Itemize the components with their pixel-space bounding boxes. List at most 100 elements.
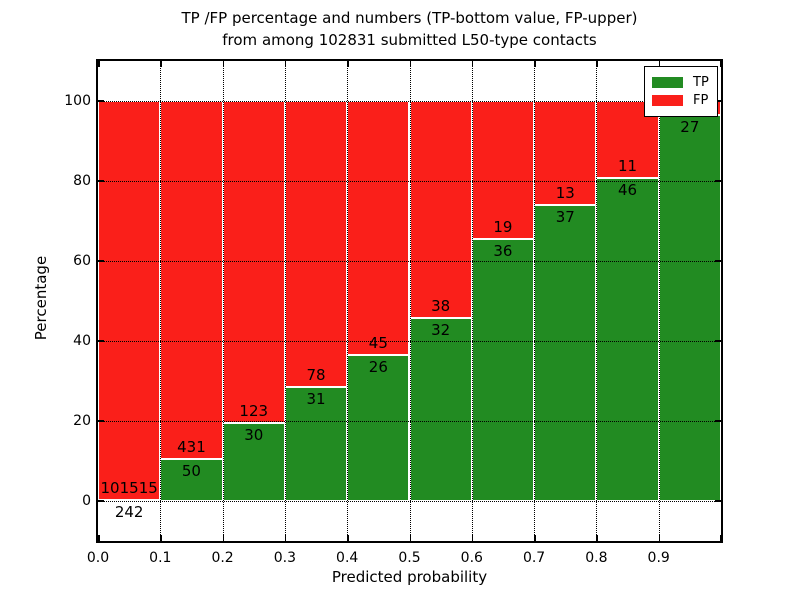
x-tick-label: 0.4 (336, 550, 359, 566)
v-gridline (222, 61, 224, 541)
x-tick-mark (719, 61, 721, 67)
tp-bar-segment (596, 178, 659, 501)
x-tick-mark (409, 61, 411, 67)
y-tick-label: 60 (73, 253, 91, 269)
v-gridline (596, 61, 598, 541)
legend-entry-fp: FP (652, 93, 709, 108)
tp-count-label: 32 (431, 321, 451, 340)
tp-count-label: 27 (680, 118, 700, 137)
fp-count-label: 13 (555, 184, 575, 202)
x-tick-mark (534, 61, 536, 67)
fp-bar-segment (284, 101, 348, 388)
x-tick-label: 0.7 (522, 550, 546, 566)
x-tick-mark (658, 61, 661, 67)
legend: TP FP (644, 66, 718, 117)
tp-bar-segment (409, 318, 472, 501)
fp-count-label: 431 (177, 438, 206, 457)
fp-count-label: 38 (431, 297, 451, 316)
x-tick-mark (347, 61, 349, 67)
x-tick-label: 0.1 (149, 550, 172, 566)
x-tick-mark (409, 535, 411, 541)
chart-title-line2: from among 102831 submitted L50-type con… (222, 31, 597, 49)
chart-title: TP /FP percentage and numbers (TP-bottom… (96, 7, 723, 51)
x-tick-mark (222, 61, 225, 67)
v-gridline (347, 61, 349, 541)
y-tick-mark (715, 260, 721, 262)
fp-bar-segment (98, 101, 161, 501)
fp-count-label: 45 (368, 333, 388, 352)
y-tick-mark (98, 420, 104, 422)
y-tick-mark (715, 180, 721, 182)
y-tick-label: 80 (73, 173, 91, 189)
x-tick-label: 0.5 (398, 550, 421, 566)
y-tick-mark (98, 260, 104, 262)
x-tick-label: 0.9 (647, 550, 670, 566)
v-gridline (658, 61, 660, 541)
y-tick-label: 100 (64, 93, 91, 109)
x-tick-label: 0.2 (211, 550, 234, 566)
y-tick-label: 40 (73, 333, 91, 349)
tp-count-label: 30 (244, 425, 264, 444)
x-tick-mark (284, 61, 287, 67)
v-gridline (409, 61, 411, 541)
tp-count-label: 31 (306, 390, 326, 409)
tp-bar-segment (658, 115, 721, 501)
fp-count-label: 123 (239, 401, 269, 420)
x-tick-label: 0.6 (460, 550, 483, 566)
v-gridline (534, 61, 536, 541)
y-tick-label: 0 (82, 493, 91, 509)
y-tick-mark (715, 500, 721, 502)
x-tick-mark (284, 535, 287, 541)
tp-bar-segment (284, 387, 348, 501)
chart-title-line1: TP /FP percentage and numbers (TP-bottom… (181, 9, 638, 27)
y-tick-mark (98, 340, 104, 342)
tp-bar-segment (347, 354, 410, 501)
x-tick-label: 0.3 (273, 550, 297, 566)
legend-entry-tp: TP (652, 75, 709, 90)
x-tick-mark (596, 61, 598, 67)
x-tick-label: 0.0 (86, 550, 110, 566)
legend-label-fp: FP (693, 93, 709, 108)
y-tick-mark (98, 180, 104, 182)
x-tick-label: 0.8 (585, 550, 608, 566)
plot-area: TP FP 101515 242 431 50 123 30 78 31 45 26 38 32 19 3… (96, 59, 723, 543)
x-tick-mark (658, 535, 661, 541)
y-tick-mark (715, 420, 721, 422)
tp-bar-segment (471, 239, 535, 501)
fp-count-label: 78 (306, 366, 326, 385)
x-tick-mark (98, 61, 100, 67)
fp-bar-segment (409, 101, 472, 319)
x-tick-mark (160, 535, 162, 541)
fp-bar-segment (347, 101, 410, 355)
fp-swatch-icon (652, 95, 683, 106)
y-tick-mark (715, 100, 721, 102)
fp-count-label: 101515 (100, 479, 158, 498)
x-axis-label: Predicted probability (331, 568, 488, 586)
x-tick-mark (222, 535, 225, 541)
tp-count-label: 36 (493, 242, 513, 261)
tp-bar-segment (534, 205, 597, 501)
v-gridline (471, 61, 473, 541)
y-tick-mark (98, 500, 104, 502)
y-tick-mark (98, 100, 104, 102)
v-gridline (284, 61, 286, 541)
y-axis-label: Percentage (32, 255, 50, 341)
x-tick-mark (596, 535, 598, 541)
fp-count-label: 11 (618, 157, 638, 176)
y-tick-mark (715, 340, 721, 342)
x-tick-mark (471, 535, 474, 541)
x-tick-mark (160, 61, 162, 67)
tp-swatch-icon (652, 77, 683, 88)
x-tick-mark (719, 535, 721, 541)
tp-count-label: 242 (114, 503, 144, 522)
tp-bar-segment (160, 459, 223, 501)
x-tick-mark (98, 535, 100, 541)
legend-label-tp: TP (693, 75, 709, 90)
tp-count-label: 50 (181, 462, 201, 481)
tp-count-label: 46 (618, 181, 638, 200)
fp-count-label: 19 (493, 218, 513, 237)
y-tick-label: 20 (73, 413, 91, 429)
x-tick-mark (471, 61, 474, 67)
x-tick-mark (347, 535, 349, 541)
